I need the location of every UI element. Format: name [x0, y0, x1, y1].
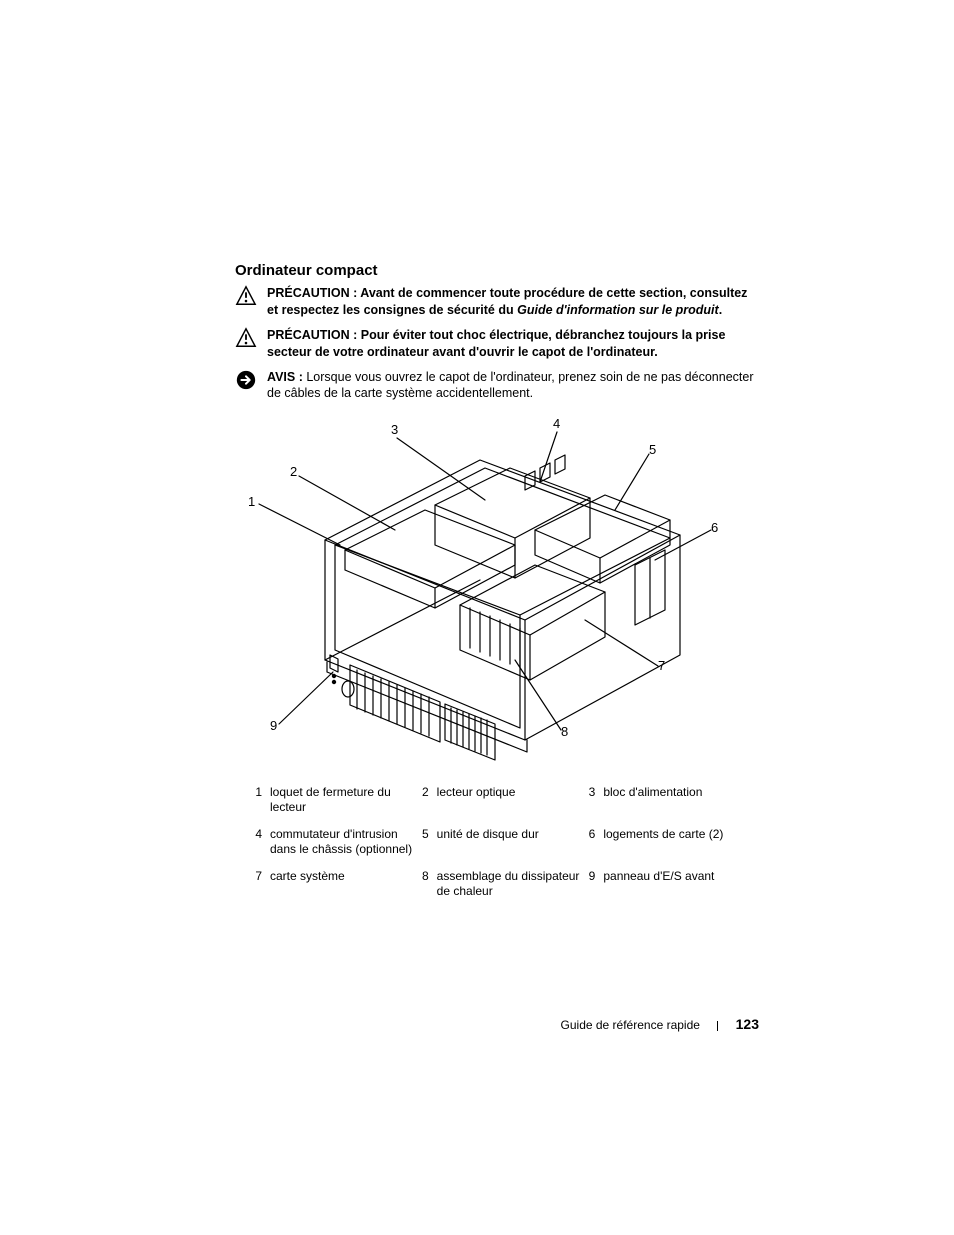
legend-cell: 6 logements de carte (2): [583, 827, 750, 857]
callout-3: 3: [391, 422, 398, 437]
legend-text: commutateur d'intrusion dans le châssis …: [270, 827, 417, 857]
legend-num: 9: [583, 869, 595, 883]
callout-legend: 1 loquet de fermeture du lecteur 2 lecte…: [250, 785, 750, 911]
legend-num: 8: [417, 869, 429, 883]
callout-2: 2: [290, 464, 297, 479]
legend-row: 4 commutateur d'intrusion dans le châssi…: [250, 827, 750, 857]
page-footer: Guide de référence rapide 123: [0, 1016, 954, 1032]
callout-1: 1: [248, 494, 255, 509]
legend-cell: 4 commutateur d'intrusion dans le châssi…: [250, 827, 417, 857]
legend-cell: 1 loquet de fermeture du lecteur: [250, 785, 417, 815]
avis-body: Lorsque vous ouvrez le capot de l'ordina…: [267, 370, 754, 401]
legend-num: 2: [417, 785, 429, 799]
legend-num: 4: [250, 827, 262, 841]
legend-row: 7 carte système 8 assemblage du dissipat…: [250, 869, 750, 899]
caution-label: PRÉCAUTION :: [267, 286, 360, 300]
legend-num: 7: [250, 869, 262, 883]
page-number: 123: [736, 1016, 759, 1032]
legend-text: assemblage du dissipateur de chaleur: [437, 869, 584, 899]
legend-row: 1 loquet de fermeture du lecteur 2 lecte…: [250, 785, 750, 815]
caution-label: PRÉCAUTION :: [267, 328, 361, 342]
caution-triangle-icon: [235, 285, 257, 307]
callout-9: 9: [270, 718, 277, 733]
legend-cell: 5 unité de disque dur: [417, 827, 584, 857]
footer-title: Guide de référence rapide: [561, 1018, 700, 1032]
legend-cell: 8 assemblage du dissipateur de chaleur: [417, 869, 584, 899]
section-title: Ordinateur compact: [235, 262, 755, 279]
caution-notice: PRÉCAUTION : Avant de commencer toute pr…: [235, 285, 755, 319]
legend-cell: 3 bloc d'alimentation: [583, 785, 750, 815]
legend-text: lecteur optique: [437, 785, 516, 800]
computer-diagram: 1 2 3 4 5 6 7 8 9: [235, 410, 755, 775]
legend-cell: 2 lecteur optique: [417, 785, 584, 815]
legend-text: bloc d'alimentation: [603, 785, 702, 800]
avis-label: AVIS :: [267, 370, 306, 384]
legend-num: 6: [583, 827, 595, 841]
avis-circle-icon: [235, 369, 257, 391]
legend-num: 3: [583, 785, 595, 799]
content-block: Ordinateur compact PRÉCAUTION : Avant de…: [235, 262, 755, 410]
legend-text: logements de carte (2): [603, 827, 723, 842]
avis-notice: AVIS : Lorsque vous ouvrez le capot de l…: [235, 369, 755, 403]
legend-num: 1: [250, 785, 262, 799]
legend-text: unité de disque dur: [437, 827, 539, 842]
legend-text: loquet de fermeture du lecteur: [270, 785, 417, 815]
caution-text: PRÉCAUTION : Avant de commencer toute pr…: [267, 285, 755, 319]
diagram-svg: [235, 410, 755, 775]
callout-4: 4: [553, 416, 560, 431]
callout-6: 6: [711, 520, 718, 535]
caution-body-after: .: [719, 303, 722, 317]
caution-text: PRÉCAUTION : Pour éviter tout choc élect…: [267, 327, 755, 361]
callout-5: 5: [649, 442, 656, 457]
caution-notice: PRÉCAUTION : Pour éviter tout choc élect…: [235, 327, 755, 361]
callout-8: 8: [561, 724, 568, 739]
legend-text: panneau d'E/S avant: [603, 869, 714, 884]
avis-text: AVIS : Lorsque vous ouvrez le capot de l…: [267, 369, 755, 403]
caution-triangle-icon: [235, 327, 257, 349]
legend-text: carte système: [270, 869, 345, 884]
footer-separator: [717, 1021, 718, 1031]
legend-cell: 7 carte système: [250, 869, 417, 899]
legend-num: 5: [417, 827, 429, 841]
legend-cell: 9 panneau d'E/S avant: [583, 869, 750, 899]
page: Ordinateur compact PRÉCAUTION : Avant de…: [0, 0, 954, 1235]
callout-7: 7: [658, 658, 665, 673]
caution-body-ital: Guide d'information sur le produit: [517, 303, 719, 317]
